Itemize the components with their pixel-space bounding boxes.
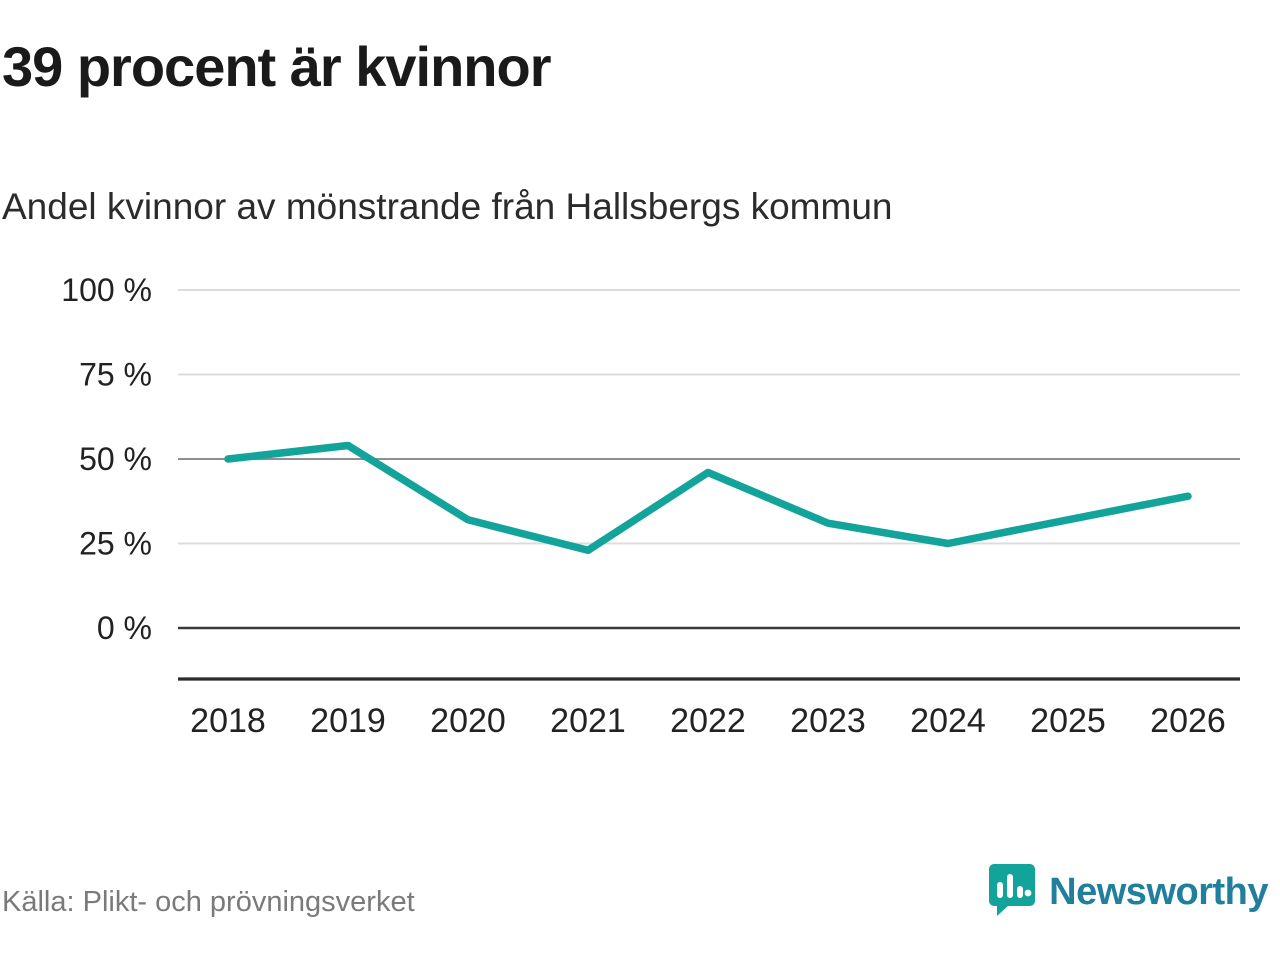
brand-lockup: Newsworthy — [987, 862, 1268, 923]
x-tick-label: 2023 — [790, 702, 866, 740]
x-tick-label: 2026 — [1150, 702, 1226, 740]
x-tick-label: 2019 — [310, 702, 386, 740]
chart-area: 0 % 25 % 50 % 75 % 100 % 2018 2019 2020 2021 2022… — [0, 258, 1280, 768]
x-tick-label: 2025 — [1030, 702, 1106, 740]
page-title: 39 procent är kvinnor — [2, 35, 552, 98]
y-tick-label: 50 % — [79, 441, 152, 477]
brand-name: Newsworthy — [1049, 871, 1268, 913]
x-tick-label: 2022 — [670, 702, 746, 740]
y-tick-label: 100 % — [61, 272, 152, 308]
line-chart-svg: 0 % 25 % 50 % 75 % 100 % 2018 2019 2020 2021 2022… — [61, 272, 1240, 740]
y-tick-label: 0 % — [97, 610, 152, 646]
newsworthy-logo-icon — [987, 862, 1037, 923]
y-tick-label: 25 % — [79, 526, 152, 562]
y-tick-label: 75 % — [79, 357, 152, 393]
x-tick-label: 2021 — [550, 702, 626, 740]
source-caption: Källa: Plikt- och prövningsverket — [2, 886, 415, 918]
chart-subtitle: Andel kvinnor av mönstrande från Hallsbe… — [2, 186, 893, 227]
x-tick-label: 2024 — [910, 702, 986, 740]
x-tick-label: 2020 — [430, 702, 506, 740]
x-tick-label: 2018 — [190, 702, 266, 740]
series-line — [224, 441, 1192, 555]
